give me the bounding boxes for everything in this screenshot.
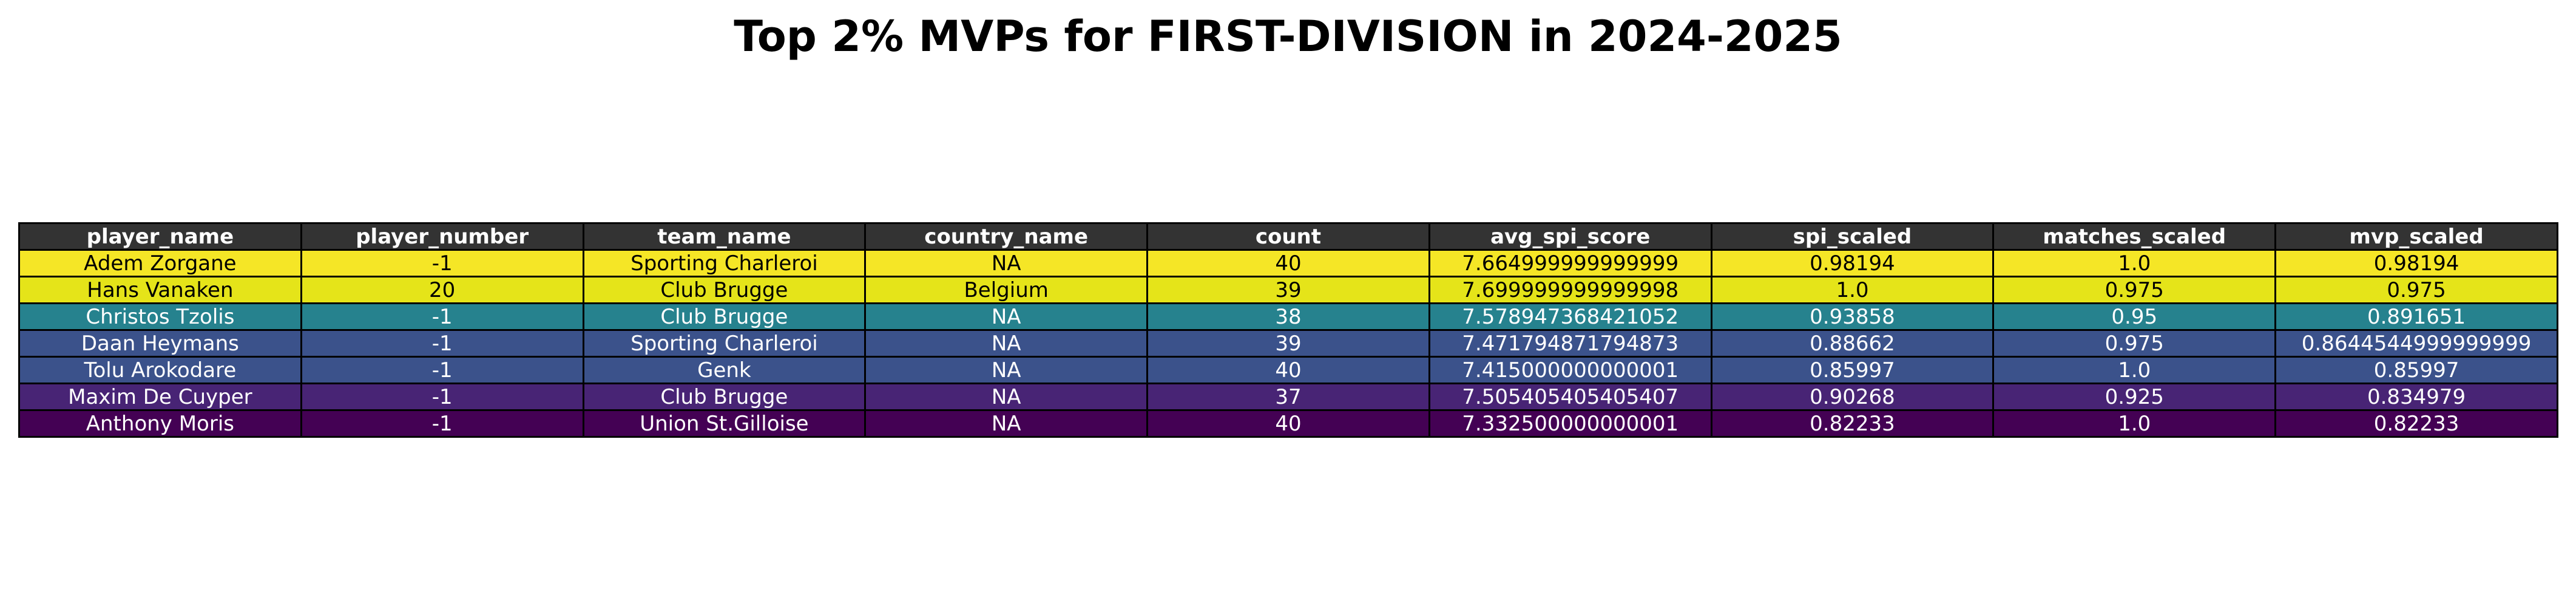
table-cell-count: 40 (1146, 356, 1430, 384)
table-cell-country-name: NA (864, 302, 1149, 331)
column-header-team-name: team_name (582, 222, 867, 251)
table-cell-mvp-scaled: 0.975 (2274, 276, 2558, 304)
table-cell-mvp-scaled: 0.834979 (2274, 383, 2558, 411)
table-cell-team-name: Club Brugge (582, 383, 867, 411)
table-cell-count: 38 (1146, 302, 1430, 331)
table-row: Anthony Moris -1 Union St.Gilloise NA 40 7.33… (18, 409, 2558, 438)
table-cell-matches-scaled: 0.95 (1992, 302, 2277, 331)
table-cell-country-name: NA (864, 356, 1149, 384)
table-cell-matches-scaled: 1.0 (1992, 249, 2277, 277)
table-cell-avg-spi-score: 7.471794871794873 (1428, 329, 1712, 358)
table-cell-player-name: Adem Zorgane (18, 249, 302, 277)
table-row: Maxim De Cuyper -1 Club Brugge NA 37 7.505405… (18, 383, 2558, 411)
table-cell-country-name: NA (864, 409, 1149, 438)
table-row: Adem Zorgane -1 Sporting Charleroi NA 40 7.66… (18, 249, 2558, 277)
table-cell-player-number: -1 (300, 409, 584, 438)
table-cell-mvp-scaled: 0.891651 (2274, 302, 2558, 331)
table-row: Christos Tzolis -1 Club Brugge NA 38 7.578947… (18, 302, 2558, 331)
column-header-count: count (1146, 222, 1430, 251)
table-cell-player-number: -1 (300, 249, 584, 277)
table-cell-spi-scaled: 0.82233 (1710, 409, 1995, 438)
table-cell-player-name: Hans Vanaken (18, 276, 302, 304)
table-cell-count: 40 (1146, 249, 1430, 277)
table-cell-player-name: Tolu Arokodare (18, 356, 302, 384)
table-cell-country-name: Belgium (864, 276, 1149, 304)
table-cell-mvp-scaled: 0.82233 (2274, 409, 2558, 438)
table-cell-matches-scaled: 0.975 (1992, 276, 2277, 304)
table-cell-matches-scaled: 0.925 (1992, 383, 2277, 411)
column-header-spi-scaled: spi_scaled (1710, 222, 1995, 251)
table-cell-player-number: -1 (300, 302, 584, 331)
table-cell-player-name: Daan Heymans (18, 329, 302, 358)
table-cell-spi-scaled: 0.93858 (1710, 302, 1995, 331)
table-cell-country-name: NA (864, 383, 1149, 411)
table-cell-avg-spi-score: 7.332500000000001 (1428, 409, 1712, 438)
table-cell-matches-scaled: 0.975 (1992, 329, 2277, 358)
table-cell-player-number: -1 (300, 383, 584, 411)
table-cell-count: 37 (1146, 383, 1430, 411)
table-cell-count: 40 (1146, 409, 1430, 438)
table-cell-team-name: Sporting Charleroi (582, 249, 867, 277)
table-cell-player-number: -1 (300, 356, 584, 384)
mvp-table: player_name player_number team_name country… (18, 222, 2558, 438)
table-cell-avg-spi-score: 7.415000000000001 (1428, 356, 1712, 384)
table-cell-player-number: 20 (300, 276, 584, 304)
table-cell-player-name: Maxim De Cuyper (18, 383, 302, 411)
table-cell-country-name: NA (864, 249, 1149, 277)
column-header-avg-spi-score: avg_spi_score (1428, 222, 1712, 251)
table-cell-spi-scaled: 1.0 (1710, 276, 1995, 304)
table-cell-avg-spi-score: 7.505405405405407 (1428, 383, 1712, 411)
table-cell-spi-scaled: 0.90268 (1710, 383, 1995, 411)
table-row: Daan Heymans -1 Sporting Charleroi NA 39 7.47… (18, 329, 2558, 358)
table-cell-avg-spi-score: 7.578947368421052 (1428, 302, 1712, 331)
table-row: Hans Vanaken 20 Club Brugge Belgium 39 7.6999… (18, 276, 2558, 304)
column-header-matches-scaled: matches_scaled (1992, 222, 2277, 251)
column-header-player-name: player_name (18, 222, 302, 251)
table-cell-spi-scaled: 0.88662 (1710, 329, 1995, 358)
table-cell-player-number: -1 (300, 329, 584, 358)
table-cell-country-name: NA (864, 329, 1149, 358)
column-header-country-name: country_name (864, 222, 1149, 251)
chart-title: Top 2% MVPs for FIRST-DIVISION in 2024-2… (734, 12, 1842, 61)
table-cell-team-name: Sporting Charleroi (582, 329, 867, 358)
table-cell-player-name: Christos Tzolis (18, 302, 302, 331)
table-cell-spi-scaled: 0.85997 (1710, 356, 1995, 384)
table-cell-team-name: Club Brugge (582, 276, 867, 304)
table-cell-avg-spi-score: 7.699999999999998 (1428, 276, 1712, 304)
table-cell-avg-spi-score: 7.664999999999999 (1428, 249, 1712, 277)
table-cell-spi-scaled: 0.98194 (1710, 249, 1995, 277)
column-header-player-number: player_number (300, 222, 584, 251)
column-header-mvp-scaled: mvp_scaled (2274, 222, 2558, 251)
table-header-row: player_name player_number team_name country… (18, 222, 2558, 251)
table-cell-matches-scaled: 1.0 (1992, 356, 2277, 384)
table-cell-mvp-scaled: 0.85997 (2274, 356, 2558, 384)
table-cell-matches-scaled: 1.0 (1992, 409, 2277, 438)
table-cell-team-name: Genk (582, 356, 867, 384)
table-body: Adem Zorgane -1 Sporting Charleroi NA 40 7.66… (18, 249, 2558, 438)
table-cell-count: 39 (1146, 329, 1430, 358)
table-row: Tolu Arokodare -1 Genk NA 40 7.41500000000000… (18, 356, 2558, 384)
table-cell-mvp-scaled: 0.98194 (2274, 249, 2558, 277)
table-cell-player-name: Anthony Moris (18, 409, 302, 438)
table-cell-team-name: Union St.Gilloise (582, 409, 867, 438)
table-cell-count: 39 (1146, 276, 1430, 304)
table-cell-team-name: Club Brugge (582, 302, 867, 331)
table-cell-mvp-scaled: 0.8644544999999999 (2274, 329, 2558, 358)
